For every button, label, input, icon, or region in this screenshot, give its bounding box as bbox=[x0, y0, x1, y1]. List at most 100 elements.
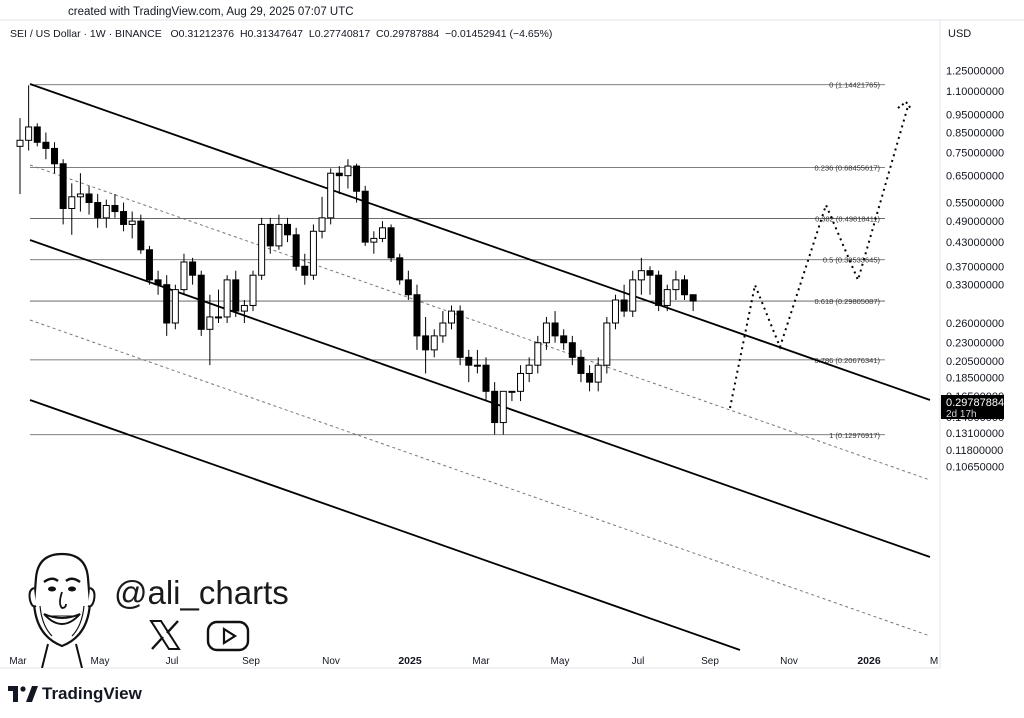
candle[interactable] bbox=[482, 357, 490, 402]
candle[interactable] bbox=[456, 305, 464, 366]
candle[interactable] bbox=[603, 316, 611, 374]
candle[interactable] bbox=[430, 329, 438, 358]
candle[interactable] bbox=[284, 217, 292, 243]
candle[interactable] bbox=[145, 245, 153, 285]
candle[interactable] bbox=[223, 275, 231, 324]
candle[interactable] bbox=[508, 390, 516, 402]
candle[interactable] bbox=[629, 270, 637, 317]
candle[interactable] bbox=[396, 253, 404, 285]
candle[interactable] bbox=[378, 221, 386, 243]
candle[interactable] bbox=[525, 357, 533, 383]
symbol-name[interactable]: SEI / US Dollar · 1W · BINANCE bbox=[10, 28, 162, 40]
candle[interactable] bbox=[111, 193, 119, 218]
candle[interactable] bbox=[25, 85, 33, 151]
candle[interactable] bbox=[120, 202, 128, 232]
candle[interactable] bbox=[292, 227, 300, 271]
candle-body bbox=[413, 294, 421, 337]
change-value: −0.01452941 (−4.65%) bbox=[444, 28, 553, 40]
candle[interactable] bbox=[309, 224, 317, 280]
candle[interactable] bbox=[551, 311, 559, 343]
candle[interactable] bbox=[542, 316, 550, 350]
candle[interactable] bbox=[258, 217, 266, 280]
x-logo-icon[interactable] bbox=[148, 618, 182, 657]
candle[interactable] bbox=[448, 305, 455, 330]
candle[interactable] bbox=[646, 266, 654, 295]
candle-body bbox=[275, 223, 283, 247]
candle-body bbox=[223, 279, 231, 318]
candle[interactable] bbox=[180, 253, 188, 295]
candle[interactable] bbox=[59, 159, 67, 225]
candle[interactable] bbox=[318, 196, 326, 239]
candle[interactable] bbox=[327, 168, 335, 225]
candle[interactable] bbox=[517, 365, 525, 402]
candle[interactable] bbox=[663, 284, 671, 312]
author-handle[interactable]: @ali_charts bbox=[114, 574, 289, 611]
y-tick-label: 0.43000000 bbox=[946, 237, 1004, 249]
candle[interactable] bbox=[232, 270, 240, 317]
candle[interactable] bbox=[611, 294, 619, 330]
candle[interactable] bbox=[586, 365, 594, 392]
candle[interactable] bbox=[137, 214, 145, 254]
candle[interactable] bbox=[240, 299, 248, 324]
candle[interactable] bbox=[439, 311, 447, 343]
candle[interactable] bbox=[689, 294, 697, 312]
candle[interactable] bbox=[189, 257, 197, 285]
candle[interactable] bbox=[655, 270, 663, 312]
candle[interactable] bbox=[154, 270, 162, 295]
candle[interactable] bbox=[404, 270, 412, 300]
tradingview-logo[interactable]: TradingView bbox=[8, 684, 142, 704]
candle[interactable] bbox=[370, 231, 378, 254]
candle[interactable] bbox=[534, 335, 542, 374]
candle-body bbox=[154, 279, 162, 286]
candle[interactable] bbox=[171, 284, 179, 330]
candle[interactable] bbox=[491, 382, 499, 435]
candle-body bbox=[646, 270, 654, 276]
candle[interactable] bbox=[301, 253, 309, 285]
candle[interactable] bbox=[413, 284, 421, 350]
candle[interactable] bbox=[387, 224, 395, 262]
candle-body bbox=[25, 126, 33, 141]
candle[interactable] bbox=[249, 270, 257, 312]
candle[interactable] bbox=[681, 275, 689, 300]
candle[interactable] bbox=[68, 183, 76, 235]
candle[interactable] bbox=[594, 357, 602, 392]
candle[interactable] bbox=[422, 316, 430, 374]
candle-body bbox=[16, 139, 24, 147]
tradingview-logo-text: TradingView bbox=[42, 684, 142, 703]
candle[interactable] bbox=[577, 349, 585, 383]
candle[interactable] bbox=[499, 390, 507, 435]
candle[interactable] bbox=[473, 349, 481, 374]
youtube-icon[interactable] bbox=[206, 620, 250, 657]
last-price-tag: 0.29787884 2d 17h bbox=[941, 395, 1004, 420]
currency-label[interactable]: USD bbox=[948, 28, 972, 40]
candle[interactable] bbox=[353, 163, 361, 203]
candle-body bbox=[214, 316, 222, 319]
candle[interactable] bbox=[51, 142, 59, 174]
candle[interactable] bbox=[94, 193, 102, 228]
candle[interactable] bbox=[560, 329, 568, 350]
candle[interactable] bbox=[76, 173, 84, 212]
candle[interactable] bbox=[197, 270, 205, 336]
candle[interactable] bbox=[637, 257, 645, 295]
candle[interactable] bbox=[163, 275, 171, 336]
candle[interactable] bbox=[33, 123, 41, 147]
candle[interactable] bbox=[85, 185, 93, 215]
candle[interactable] bbox=[275, 214, 283, 250]
channel-upper-line bbox=[29, 83, 931, 401]
candle[interactable] bbox=[620, 284, 628, 317]
candle[interactable] bbox=[568, 335, 576, 366]
candle[interactable] bbox=[102, 199, 110, 228]
candle[interactable] bbox=[465, 349, 473, 383]
candle[interactable] bbox=[361, 185, 369, 246]
candle[interactable] bbox=[335, 166, 343, 194]
candle[interactable] bbox=[672, 270, 680, 300]
candle[interactable] bbox=[344, 159, 352, 189]
candle[interactable] bbox=[16, 118, 24, 194]
candle[interactable] bbox=[266, 217, 274, 254]
candle[interactable] bbox=[128, 211, 136, 239]
candle[interactable] bbox=[206, 294, 214, 366]
candle-body bbox=[171, 289, 179, 324]
candle[interactable] bbox=[42, 132, 50, 160]
candle[interactable] bbox=[214, 289, 222, 324]
